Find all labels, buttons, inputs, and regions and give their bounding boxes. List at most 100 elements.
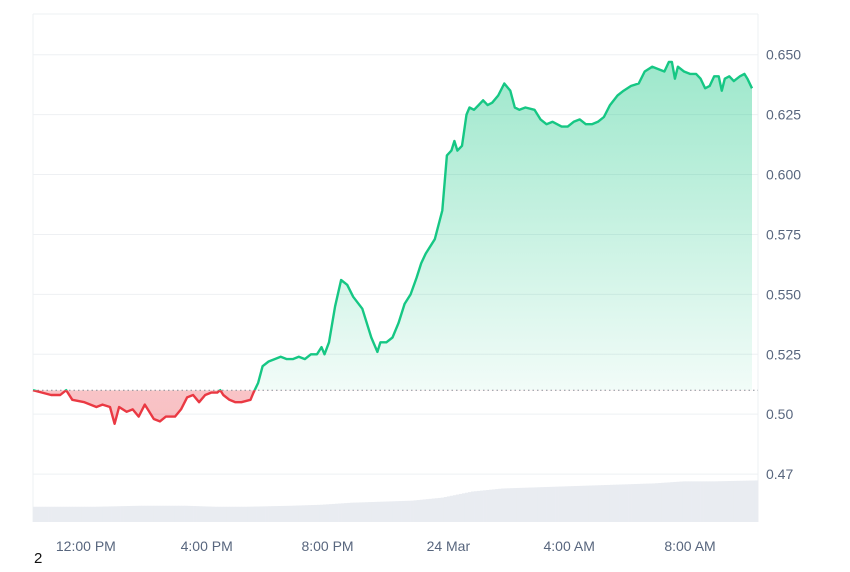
- volume-bar: [673, 481, 677, 522]
- volume-bar: [670, 482, 674, 522]
- volume-bar: [105, 506, 109, 522]
- volume-bar: [162, 505, 167, 522]
- volume-bar: [446, 496, 451, 522]
- y-tick-label: 0.550: [766, 286, 801, 302]
- x-tick-label: 8:00 PM: [301, 538, 353, 554]
- volume-bar: [338, 503, 342, 522]
- volume-bar: [277, 506, 282, 522]
- volume-bar: [697, 481, 701, 522]
- volume-bar: [33, 506, 37, 522]
- volume-bar: [359, 502, 363, 522]
- volume-bar: [78, 506, 82, 522]
- volume-bar: [271, 506, 275, 522]
- volume-bar: [748, 480, 753, 522]
- volume-bar: [235, 506, 239, 522]
- volume-bar: [126, 506, 130, 522]
- volume-bar: [398, 501, 402, 522]
- volume-bar: [730, 480, 735, 522]
- volume-bar: [335, 503, 339, 522]
- volume-bar: [350, 502, 354, 522]
- y-tick-label: 0.525: [766, 346, 801, 362]
- volume-bar: [244, 506, 248, 522]
- volume-bar: [184, 505, 188, 522]
- volume-bar: [304, 505, 309, 522]
- volume-bar: [567, 486, 572, 522]
- volume-bar: [591, 485, 596, 522]
- volume-bar: [274, 506, 278, 522]
- volume-bar: [190, 505, 194, 522]
- volume-bar: [543, 487, 547, 522]
- volume-bar: [102, 506, 106, 522]
- volume-bar: [199, 506, 203, 522]
- volume-bar: [585, 485, 590, 522]
- volume-bar: [226, 506, 230, 522]
- volume-bar: [688, 481, 692, 522]
- volume-bar: [262, 506, 266, 522]
- volume-bar: [458, 493, 463, 522]
- volume-bar: [329, 504, 333, 522]
- volume-bar: [443, 497, 448, 522]
- volume-bar: [81, 506, 85, 522]
- volume-bar: [736, 480, 741, 522]
- volume-bar: [332, 503, 336, 522]
- volume-bar: [628, 484, 632, 522]
- volume-bar: [256, 506, 260, 522]
- volume-bar: [250, 506, 254, 522]
- price-line-up: [32, 60, 754, 391]
- volume-bar: [60, 506, 64, 522]
- volume-bar: [265, 506, 269, 522]
- volume-bar: [513, 488, 517, 522]
- volume-bar: [682, 481, 686, 522]
- volume-bar: [504, 488, 508, 522]
- volume-bar: [425, 499, 430, 522]
- volume-bar: [259, 506, 263, 522]
- volume-bar: [307, 505, 312, 522]
- volume-bar: [165, 505, 170, 522]
- volume-bar: [138, 505, 143, 522]
- volume-bar: [404, 500, 408, 522]
- volume-bar: [347, 502, 351, 522]
- volume-bar: [389, 501, 393, 522]
- volume-bar: [319, 504, 324, 522]
- volume-bar: [413, 500, 417, 522]
- volume-bar: [42, 506, 46, 522]
- volume-bar: [220, 506, 224, 522]
- volume-bar: [132, 505, 137, 522]
- volume-bar: [745, 480, 750, 522]
- volume-bar: [603, 485, 608, 522]
- volume-bar: [570, 486, 575, 522]
- volume-bar: [208, 506, 212, 522]
- volume-bar: [468, 492, 472, 522]
- volume-bar: [507, 488, 511, 522]
- price-line-down: [32, 390, 256, 425]
- volume-bar: [528, 487, 532, 522]
- volume-bar: [280, 505, 285, 522]
- volume-bar: [84, 506, 88, 522]
- volume-bar: [715, 481, 720, 522]
- volume-bar: [96, 506, 100, 522]
- y-tick-label: 0.625: [766, 107, 801, 123]
- volume-bar: [721, 481, 726, 522]
- volume-bar: [202, 506, 206, 522]
- y-tick-label: 0.600: [766, 167, 801, 183]
- volume-bar: [464, 492, 469, 522]
- volume-bar: [667, 482, 671, 522]
- volume-bar: [616, 484, 620, 522]
- volume-bar: [622, 484, 626, 522]
- volume-bar: [247, 506, 251, 522]
- volume-bar: [706, 481, 710, 522]
- volume-bar: [739, 480, 744, 522]
- volume-bar: [579, 485, 584, 522]
- volume-bar: [150, 505, 155, 522]
- volume-bar: [724, 481, 729, 522]
- volume-bar: [374, 501, 378, 522]
- volume-bar: [751, 480, 756, 522]
- volume-bar: [525, 487, 529, 522]
- volume-bar: [168, 505, 173, 522]
- volume-bar: [712, 481, 717, 522]
- volume-bar: [564, 486, 568, 522]
- volume-bar: [597, 485, 602, 522]
- volume-bar: [422, 499, 427, 522]
- volume-bar: [510, 488, 514, 522]
